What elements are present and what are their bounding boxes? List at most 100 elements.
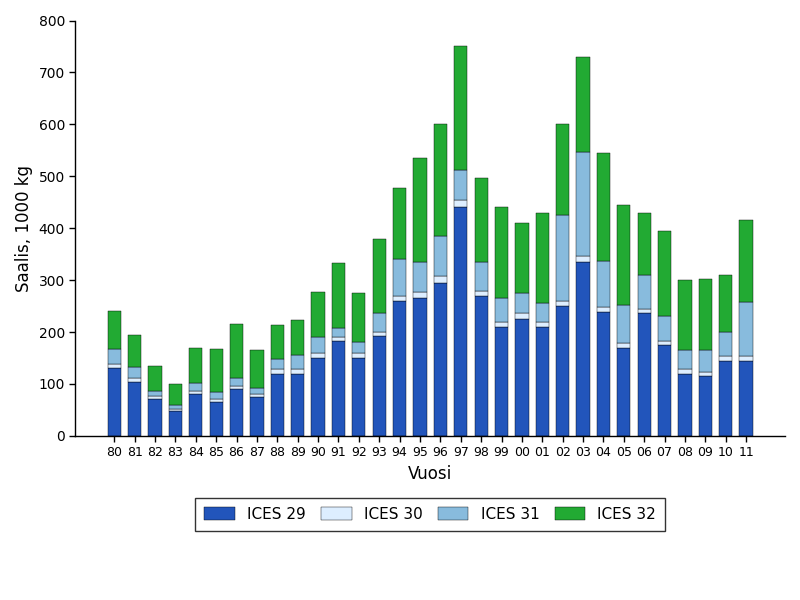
Bar xyxy=(393,188,406,259)
Bar xyxy=(658,341,671,345)
Bar xyxy=(577,57,590,152)
Bar xyxy=(495,298,508,322)
Bar xyxy=(189,383,202,391)
Bar xyxy=(373,332,386,335)
Bar xyxy=(698,372,712,376)
Bar xyxy=(454,46,467,170)
Bar xyxy=(474,262,488,290)
Bar xyxy=(495,327,508,436)
Bar xyxy=(291,355,304,370)
Bar xyxy=(495,208,508,298)
Bar xyxy=(638,212,651,275)
Bar xyxy=(739,302,753,356)
Bar xyxy=(373,313,386,332)
Bar xyxy=(454,200,467,208)
Bar xyxy=(332,341,345,436)
Bar xyxy=(210,399,222,402)
Bar xyxy=(617,305,630,343)
Bar xyxy=(189,394,202,436)
Bar xyxy=(556,215,570,301)
Bar xyxy=(108,368,121,436)
Bar xyxy=(536,304,549,322)
Bar xyxy=(128,367,142,378)
Bar xyxy=(658,316,671,341)
Y-axis label: Saalis, 1000 kg: Saalis, 1000 kg xyxy=(15,164,33,292)
Bar xyxy=(332,263,345,328)
Bar xyxy=(474,290,488,296)
Bar xyxy=(230,389,243,436)
Bar xyxy=(393,296,406,301)
Bar xyxy=(414,298,426,436)
Bar xyxy=(352,343,366,353)
Bar xyxy=(739,356,753,361)
Bar xyxy=(311,358,325,436)
Bar xyxy=(148,366,162,391)
Bar xyxy=(169,384,182,405)
Bar xyxy=(414,292,426,298)
Bar xyxy=(230,324,243,378)
Bar xyxy=(536,322,549,327)
Bar xyxy=(556,124,570,215)
Bar xyxy=(169,405,182,409)
Bar xyxy=(352,358,366,436)
Bar xyxy=(393,301,406,436)
Bar xyxy=(617,347,630,436)
Bar xyxy=(210,402,222,436)
Bar xyxy=(515,319,529,436)
Bar xyxy=(210,349,222,392)
Bar xyxy=(414,262,426,292)
Bar xyxy=(617,343,630,347)
Bar xyxy=(250,394,263,397)
Bar xyxy=(352,293,366,343)
Bar xyxy=(698,350,712,372)
Bar xyxy=(291,370,304,374)
Bar xyxy=(311,337,325,353)
Bar xyxy=(128,335,142,367)
Bar xyxy=(638,313,651,436)
Bar xyxy=(169,411,182,436)
Bar xyxy=(270,374,284,436)
Bar xyxy=(434,124,447,236)
Bar xyxy=(556,306,570,436)
Bar xyxy=(678,370,691,374)
Bar xyxy=(515,313,529,319)
Legend: ICES 29, ICES 30, ICES 31, ICES 32: ICES 29, ICES 30, ICES 31, ICES 32 xyxy=(195,497,666,531)
Bar xyxy=(495,322,508,327)
Bar xyxy=(515,223,529,293)
Bar xyxy=(128,382,142,436)
Bar xyxy=(189,391,202,394)
Bar xyxy=(270,370,284,374)
Bar xyxy=(515,293,529,313)
Bar xyxy=(230,386,243,389)
Bar xyxy=(597,154,610,262)
Bar xyxy=(108,364,121,368)
Bar xyxy=(739,361,753,436)
Bar xyxy=(474,296,488,436)
Bar xyxy=(373,335,386,436)
Bar xyxy=(739,220,753,302)
Bar xyxy=(311,353,325,358)
Bar xyxy=(698,376,712,436)
Bar xyxy=(536,212,549,304)
Bar xyxy=(332,328,345,337)
Bar xyxy=(434,236,447,277)
Bar xyxy=(250,350,263,388)
Bar xyxy=(577,256,590,262)
Bar xyxy=(719,361,732,436)
Bar xyxy=(169,409,182,411)
Bar xyxy=(597,307,610,313)
Bar xyxy=(373,239,386,313)
Bar xyxy=(250,397,263,436)
Bar xyxy=(638,275,651,308)
Bar xyxy=(597,313,610,436)
Bar xyxy=(230,378,243,386)
Bar xyxy=(148,398,162,436)
Bar xyxy=(454,170,467,200)
Bar xyxy=(108,311,121,349)
Bar xyxy=(270,359,284,370)
Bar xyxy=(270,325,284,359)
Bar xyxy=(698,278,712,350)
Bar xyxy=(474,178,488,262)
X-axis label: Vuosi: Vuosi xyxy=(408,465,452,483)
Bar xyxy=(617,205,630,305)
